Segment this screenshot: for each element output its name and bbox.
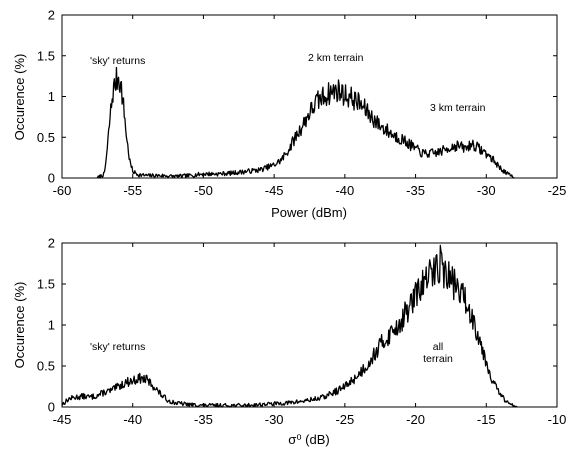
top-occurrence-line [96, 66, 515, 179]
bottom-annotation-sky-returns: 'sky' returns [90, 341, 145, 353]
top-series-group [96, 66, 515, 179]
bottom-series-group [61, 244, 518, 408]
top-x-tick-label: -50 [194, 183, 213, 198]
top-y-axis-label: Occurence (%) [12, 54, 27, 141]
top-y-tick-label: 0 [48, 171, 55, 186]
top-x-tick-label: -45 [265, 183, 284, 198]
top-y-ticks: 0 0.5 1 1.5 2 [37, 8, 557, 186]
bottom-x-axis-label: σ⁰ (dB) [288, 432, 329, 447]
top-x-tick-label: -40 [335, 183, 354, 198]
top-x-tick-label: -35 [406, 183, 425, 198]
top-x-axis-label: Power (dBm) [271, 205, 347, 220]
bottom-x-tick-label: -40 [123, 412, 142, 427]
bottom-x-tick-label: -10 [548, 412, 567, 427]
top-x-tick-label: -30 [477, 183, 496, 198]
top-x-ticks: -60 -55 -50 -45 -40 -35 -30 -25 [53, 15, 567, 198]
bottom-y-tick-label: 0.5 [37, 359, 55, 374]
top-panel: -60 -55 -50 -45 -40 -35 -30 -25 0 0.5 1 1.5 2 Power… [12, 8, 566, 221]
top-annotation-2km-terrain: 2 km terrain [308, 52, 364, 64]
bottom-y-ticks: 0 0.5 1 1.5 2 [37, 236, 557, 415]
top-x-tick-label: -25 [548, 183, 567, 198]
bottom-x-tick-label: -30 [265, 412, 284, 427]
bottom-x-tick-label: -35 [194, 412, 213, 427]
bottom-y-tick-label: 1 [48, 318, 55, 333]
top-annotation-sky-returns: 'sky' returns [90, 55, 145, 67]
bottom-y-tick-label: 1.5 [37, 277, 55, 292]
top-x-tick-label: -60 [53, 183, 72, 198]
bottom-y-tick-label: 0 [48, 400, 55, 415]
bottom-x-tick-label: -45 [53, 412, 72, 427]
bottom-x-ticks: -45 -40 -35 -30 -25 -20 -15 -10 [53, 243, 567, 427]
top-y-tick-label: 0.5 [37, 130, 55, 145]
bottom-annotation-all: all [433, 341, 444, 353]
bottom-y-axis-label: Occurence (%) [12, 282, 27, 369]
top-y-tick-label: 1.5 [37, 48, 55, 63]
bottom-x-tick-label: -20 [406, 412, 425, 427]
bottom-x-tick-label: -15 [477, 412, 496, 427]
bottom-panel: -45 -40 -35 -30 -25 -20 -15 -10 0 0.5 1 1.5 2 σ⁰ (d… [12, 236, 566, 448]
top-y-tick-label: 2 [48, 8, 55, 23]
bottom-annotation-terrain: terrain [423, 353, 453, 365]
top-x-tick-label: -55 [123, 183, 142, 198]
top-annotation-3km-terrain: 3 km terrain [430, 102, 486, 114]
bottom-y-tick-label: 2 [48, 236, 55, 251]
top-y-tick-label: 1 [48, 89, 55, 104]
bottom-x-tick-label: -25 [335, 412, 354, 427]
bottom-occurrence-line [61, 244, 518, 408]
